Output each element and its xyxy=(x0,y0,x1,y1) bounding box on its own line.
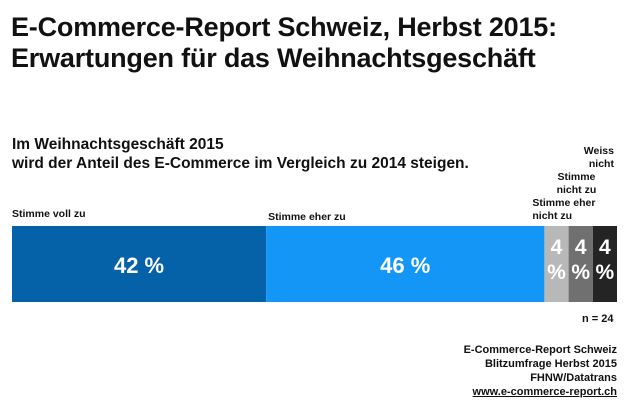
source-link[interactable]: www.e-commerce-report.ch xyxy=(472,386,617,398)
bar-segment-2 xyxy=(266,226,545,302)
value-label-5-unit: % xyxy=(596,261,615,284)
value-label-2: 46 % xyxy=(380,253,430,278)
value-label-1: 42 % xyxy=(114,253,164,278)
value-label-3-unit: % xyxy=(547,261,566,284)
source-line-2: Blitzumfrage Herbst 2015 xyxy=(484,358,617,370)
value-label-4-number: 4 xyxy=(575,236,587,259)
source-line-1: E-Commerce-Report Schweiz xyxy=(463,344,617,356)
bar-segment-4 xyxy=(568,226,593,302)
question-line-2: wird der Anteil des E-Commerce im Vergle… xyxy=(12,155,469,172)
page-title: E-Commerce-Report Schweiz, Herbst 2015: … xyxy=(11,12,557,74)
value-label-4-unit: % xyxy=(571,261,590,284)
bar-segment-5 xyxy=(592,226,617,302)
chart-question: Im Weihnachtsgeschäft 2015 wird der Ante… xyxy=(12,135,469,173)
source-line-3: FHNW/Datatrans xyxy=(530,372,617,384)
sample-size: n = 24 xyxy=(582,313,614,325)
bar-segment-1 xyxy=(12,226,267,302)
value-label-5-number: 4 xyxy=(599,236,611,259)
value-label-3-number: 4 xyxy=(551,236,563,259)
category-label-2: Stimme eher zu xyxy=(268,210,346,223)
category-label-4: Stimme nicht zu xyxy=(556,171,597,196)
question-line-1: Im Weihnachtsgeschäft 2015 xyxy=(12,136,224,153)
title-line-2: Erwartungen für das Weihnachtsgeschäft xyxy=(11,43,536,73)
category-label-5: Weiss nicht xyxy=(583,145,614,170)
category-label-1: Stimme voll zu xyxy=(12,207,86,220)
category-label-3: Stimme eher nicht zu xyxy=(532,197,596,222)
bar-segment-3 xyxy=(544,226,569,302)
title-line-1: E-Commerce-Report Schweiz, Herbst 2015: xyxy=(11,12,557,42)
source-block: E-Commerce-Report Schweiz Blitzumfrage H… xyxy=(464,343,617,399)
